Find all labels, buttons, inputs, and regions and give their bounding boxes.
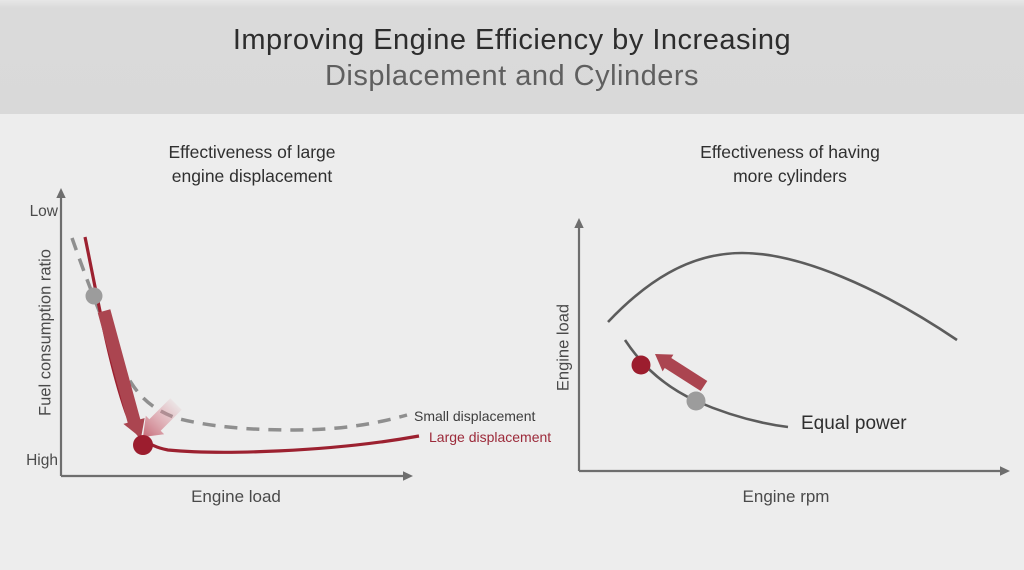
right-y-axis-arrow-icon	[574, 218, 584, 228]
main-title-line2: Displacement and Cylinders	[324, 60, 700, 92]
left-chart-title: Effectiveness of large engine displaceme…	[102, 140, 402, 188]
legend-small-displacement: Small displacement	[414, 408, 536, 424]
main-title-line1: Improving Engine Efficiency by Increasin…	[232, 24, 792, 56]
right-chart	[574, 218, 1010, 476]
left-x-axis-label: Engine load	[191, 487, 281, 506]
small-displacement-curve	[70, 237, 408, 432]
equal-power-curve	[623, 339, 789, 429]
max-load-curve	[607, 251, 958, 342]
right-improvement-arrow-icon	[655, 354, 708, 391]
left-y-top-tick: Low	[29, 203, 58, 220]
left-x-axis-arrow-icon	[403, 471, 413, 481]
left-improvement-arrow-icon	[97, 309, 145, 438]
left-y-axis-label: Fuel consumption ratio	[36, 249, 55, 416]
left-y-bottom-tick: High	[26, 452, 58, 469]
right-chart-title-line1: Effectiveness of having	[700, 142, 880, 162]
left-chart-title-line1: Effectiveness of large	[168, 142, 336, 162]
right-red-point	[631, 355, 651, 375]
left-y-axis-arrow-icon	[56, 188, 66, 198]
left-chart-title-line2: engine displacement	[171, 166, 333, 186]
right-chart-title-line2: more cylinders	[733, 166, 847, 186]
right-y-axis-label: Engine load	[554, 303, 573, 392]
left-gray-point	[85, 287, 103, 305]
right-gray-point	[686, 391, 706, 411]
left-red-point	[133, 435, 153, 455]
title-bar: Improving Engine Efficiency by Increasin…	[0, 0, 1024, 114]
right-x-axis-arrow-icon	[1000, 466, 1010, 476]
equal-power-annotation: Equal power	[801, 413, 907, 434]
right-chart-title: Effectiveness of having more cylinders	[640, 140, 940, 188]
left-chart	[56, 188, 420, 481]
legend-large-displacement: Large displacement	[429, 429, 552, 445]
large-displacement-curve	[83, 236, 420, 454]
right-x-axis-label: Engine rpm	[742, 487, 830, 506]
fade-arrow-icon	[143, 398, 182, 437]
